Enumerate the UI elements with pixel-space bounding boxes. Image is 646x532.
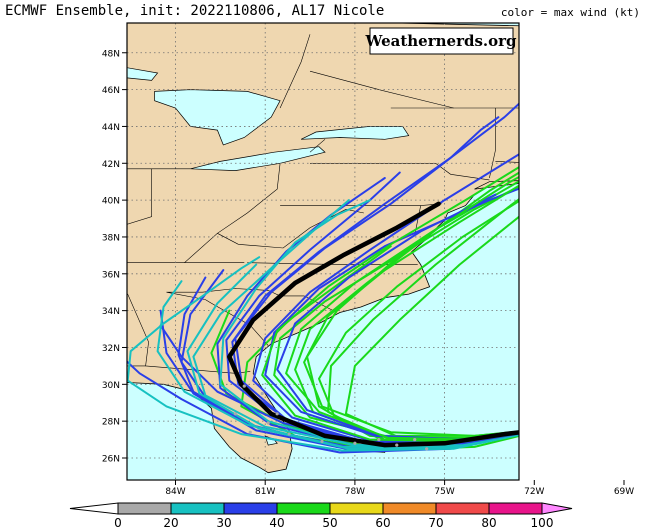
latitude-label: 34N xyxy=(102,307,120,317)
colorbar-label: 30 xyxy=(216,516,231,530)
colorbar-segment xyxy=(488,502,543,515)
state-boundary xyxy=(561,103,564,145)
ensemble-tracks xyxy=(127,102,519,454)
ensemble-member-track xyxy=(285,175,519,441)
state-boundary xyxy=(561,62,646,143)
ensemble-member-track xyxy=(156,280,519,448)
lake-ontario xyxy=(300,126,410,140)
weak-storm-marker xyxy=(260,391,264,396)
colorbar-under-arrow xyxy=(69,502,119,515)
latitude-label: 30N xyxy=(102,381,120,391)
colorbar: 0 20 30 40 50 60 70 80 100 xyxy=(69,502,573,530)
color-note: color = max wind (kt) xyxy=(500,6,640,19)
longitude-label: 81W xyxy=(255,487,275,497)
map-frame xyxy=(126,22,520,481)
ensemble-member-track xyxy=(303,184,519,437)
colorbar-label: 0 xyxy=(114,516,122,530)
colorbar-label: 20 xyxy=(163,516,178,530)
latitude-label: 36N xyxy=(102,270,120,280)
colorbar-label: 70 xyxy=(428,516,443,530)
colorbar-segment xyxy=(170,502,225,515)
state-boundary xyxy=(279,34,311,109)
latitude-label: 38N xyxy=(102,233,120,243)
watermark-text: Weathernerds.org xyxy=(364,32,517,50)
weak-storm-marker xyxy=(353,441,357,445)
ensemble-mean-track xyxy=(227,201,519,448)
state-boundary xyxy=(166,288,338,313)
lake-superior xyxy=(127,67,159,81)
colorbar-label: 60 xyxy=(375,516,390,530)
weak-storm-marker xyxy=(320,439,324,444)
colorbar-segment xyxy=(276,502,331,515)
colorbar-segment xyxy=(329,502,384,515)
colorbar-label: 40 xyxy=(269,516,284,530)
colorbar-over-arrow xyxy=(541,502,573,515)
state-boundary xyxy=(184,163,281,263)
latitude-labels: 48N 46N 44N 42N 40N 38N 36N 34N 32N 30N 28N 26N xyxy=(102,49,127,465)
longitude-label: 84W xyxy=(165,487,185,497)
latitude-label: 48N xyxy=(102,49,120,59)
weak-storm-marker xyxy=(248,430,252,434)
state-boundary xyxy=(309,139,326,153)
latitude-label: 32N xyxy=(102,344,120,354)
figure-title: ECMWF Ensemble, init: 2022110806, AL17 N… xyxy=(5,3,385,19)
ensemble-member-track xyxy=(127,256,519,452)
weak-storm-marker xyxy=(413,437,417,442)
state-boundary xyxy=(310,163,490,181)
lake-erie xyxy=(190,146,326,171)
longitude-label: 78W xyxy=(345,487,365,497)
state-boundary xyxy=(127,293,149,367)
longitude-labels: 84W81W78W75W72W69W66W63W xyxy=(165,480,634,497)
latitude-label: 28N xyxy=(102,418,120,428)
state-boundary xyxy=(390,107,519,109)
state-boundary xyxy=(495,161,519,163)
latitude-label: 44N xyxy=(102,123,120,133)
colorbar-label: 100 xyxy=(531,516,554,530)
longitude-label: 69W xyxy=(614,487,634,497)
longitude-label: 75W xyxy=(434,487,454,497)
lake-huron xyxy=(154,89,281,146)
latitude-label: 46N xyxy=(102,86,120,96)
watermark: Weathernerds.org xyxy=(364,27,517,55)
state-boundary xyxy=(127,168,152,225)
colorbar-segment xyxy=(223,502,278,515)
colorbar-label: 50 xyxy=(322,516,337,530)
colorbar-label: 80 xyxy=(481,516,496,530)
latitude-label: 26N xyxy=(102,455,120,465)
weak-storm-marker xyxy=(266,421,270,425)
colorbar-segment xyxy=(435,502,490,515)
weak-storm-marker xyxy=(287,432,291,436)
weak-storm-marker xyxy=(395,443,399,447)
weak-storm-marker xyxy=(233,412,237,416)
weak-storm-marker xyxy=(377,437,381,442)
state-boundary xyxy=(489,108,496,179)
latitude-label: 40N xyxy=(102,197,120,207)
latitude-label: 42N xyxy=(102,160,120,170)
weak-storm-marker xyxy=(275,412,279,416)
colorbar-segment xyxy=(382,502,437,515)
colorbar-segment xyxy=(117,502,172,515)
weak-storm-marker xyxy=(242,384,246,388)
state-boundary xyxy=(309,70,454,109)
ensemble-member-track xyxy=(261,166,519,443)
weak-storm-marker xyxy=(425,447,429,451)
state-boundary xyxy=(166,291,269,346)
longitude-label: 72W xyxy=(524,487,544,497)
